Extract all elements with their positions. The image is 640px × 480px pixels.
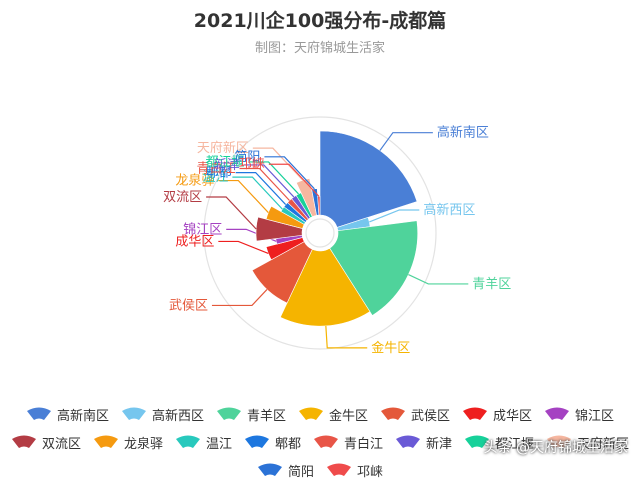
- legend-label: 金牛区: [328, 408, 368, 424]
- legend-label: 锦江区: [575, 408, 615, 424]
- slice-label: 青白江: [196, 161, 235, 177]
- legend-label: 温江: [205, 436, 232, 452]
- fan-icon: [547, 435, 572, 448]
- slice-label: 高新西区: [423, 202, 475, 218]
- fan-icon: [545, 407, 570, 420]
- slice-label: 双流区: [163, 190, 202, 205]
- slice-label: 金牛区: [371, 340, 410, 356]
- slice-label: 新津: [214, 157, 240, 173]
- legend-item[interactable]: 天府新区: [546, 432, 629, 452]
- fan-icon: [244, 435, 269, 448]
- legend-item[interactable]: 都江堰: [464, 432, 534, 452]
- slice-label: 龙泉驿: [175, 173, 214, 189]
- legend-label: 邛崃: [357, 464, 384, 480]
- fan-icon: [257, 463, 282, 476]
- label-line: [379, 132, 433, 151]
- legend-item[interactable]: 成华区: [462, 404, 532, 424]
- legend-item[interactable]: 新津: [395, 432, 452, 452]
- legend-item[interactable]: 高新西区: [121, 404, 204, 424]
- label-line: [264, 156, 315, 190]
- fan-icon: [11, 435, 36, 448]
- label-line: [243, 164, 295, 198]
- fan-icon: [314, 435, 338, 448]
- label-line: [211, 289, 268, 307]
- slice-label: 天府新区: [197, 140, 249, 156]
- slice-label: 锦江区: [183, 222, 222, 237]
- legend-item[interactable]: 锦江区: [544, 404, 614, 424]
- legend-label: 高新南区: [56, 408, 109, 424]
- slice-label: 成华区: [175, 234, 214, 249]
- fan-icon: [93, 435, 118, 448]
- slice-label: 青羊区: [472, 276, 511, 292]
- legend-label: 成华区: [493, 408, 533, 424]
- legend-item[interactable]: 武侯区: [380, 404, 450, 424]
- slice-label: 武侯区: [169, 298, 208, 313]
- fan-icon: [26, 407, 51, 420]
- label-line: [218, 240, 269, 255]
- rose-slice[interactable]: [255, 216, 303, 242]
- fan-icon: [396, 435, 421, 448]
- rose-slice[interactable]: [265, 237, 305, 261]
- fan-icon: [175, 435, 200, 448]
- fan-icon: [465, 435, 490, 448]
- legend-item[interactable]: 龙泉驿: [93, 432, 163, 452]
- slice-label: 邛崃: [239, 157, 265, 172]
- fan-icon: [121, 407, 146, 420]
- label-line: [248, 161, 299, 195]
- legend-label: 高新西区: [151, 408, 204, 424]
- fan-icon: [216, 407, 241, 420]
- slice-label: 都江堰: [206, 155, 245, 170]
- outer-ring: [203, 116, 437, 350]
- legend-item[interactable]: 高新南区: [26, 404, 109, 424]
- inner-ring: [305, 218, 335, 248]
- label-line: [325, 325, 368, 349]
- label-line: [268, 163, 320, 197]
- legend-item[interactable]: 邛崃: [326, 460, 383, 480]
- slice-label: 郫都: [206, 165, 232, 181]
- fan-icon: [327, 463, 351, 476]
- slice-label: 温江: [202, 170, 228, 185]
- legend-label: 都江堰: [495, 436, 535, 452]
- fan-icon: [463, 407, 488, 420]
- chart-title: 2021川企100强分布-成都篇: [193, 10, 447, 32]
- label-line: [408, 274, 469, 285]
- label-line: [206, 196, 257, 230]
- legend-label: 龙泉驿: [123, 436, 163, 452]
- legend-item[interactable]: 简阳: [257, 460, 314, 480]
- legend-label: 新津: [426, 436, 453, 452]
- rose-slice[interactable]: [279, 247, 371, 327]
- label-line: [252, 147, 304, 181]
- label-line: [235, 171, 287, 206]
- slice-label: 简阳: [234, 149, 260, 165]
- fan-icon: [298, 407, 323, 420]
- fan-icon: [381, 407, 405, 420]
- rose-slice[interactable]: [265, 205, 305, 229]
- label-line: [218, 179, 269, 213]
- chart-subtitle: 制图：天府锦城生活家: [254, 41, 385, 56]
- legend-item[interactable]: 双流区: [11, 432, 81, 452]
- rose-slice[interactable]: [295, 178, 317, 218]
- legend-label: 青白江: [344, 436, 384, 452]
- rose-slice[interactable]: [319, 130, 418, 228]
- label-line: [232, 176, 283, 210]
- rose-slice[interactable]: [329, 220, 418, 316]
- rose-slice[interactable]: [317, 195, 321, 216]
- rose-slice[interactable]: [251, 241, 313, 304]
- label-line: [239, 167, 290, 201]
- legend-label: 双流区: [41, 436, 81, 452]
- legend-item[interactable]: 温江: [175, 432, 232, 452]
- legend-label: 郫都: [274, 436, 301, 452]
- legend-item[interactable]: 青羊区: [216, 404, 286, 424]
- legend-item[interactable]: 金牛区: [298, 404, 368, 424]
- legend-label: 天府新区: [577, 436, 630, 452]
- legend-item[interactable]: 青白江: [313, 432, 383, 452]
- legend-label: 青羊区: [246, 408, 286, 424]
- legend-label: 简阳: [287, 464, 314, 480]
- legend-label: 武侯区: [411, 408, 451, 424]
- slice-label: 高新南区: [437, 125, 489, 141]
- label-line: [369, 209, 420, 223]
- legend-item[interactable]: 郫都: [244, 432, 301, 452]
- watermark: 头条 @天府锦城生活家: [483, 440, 628, 456]
